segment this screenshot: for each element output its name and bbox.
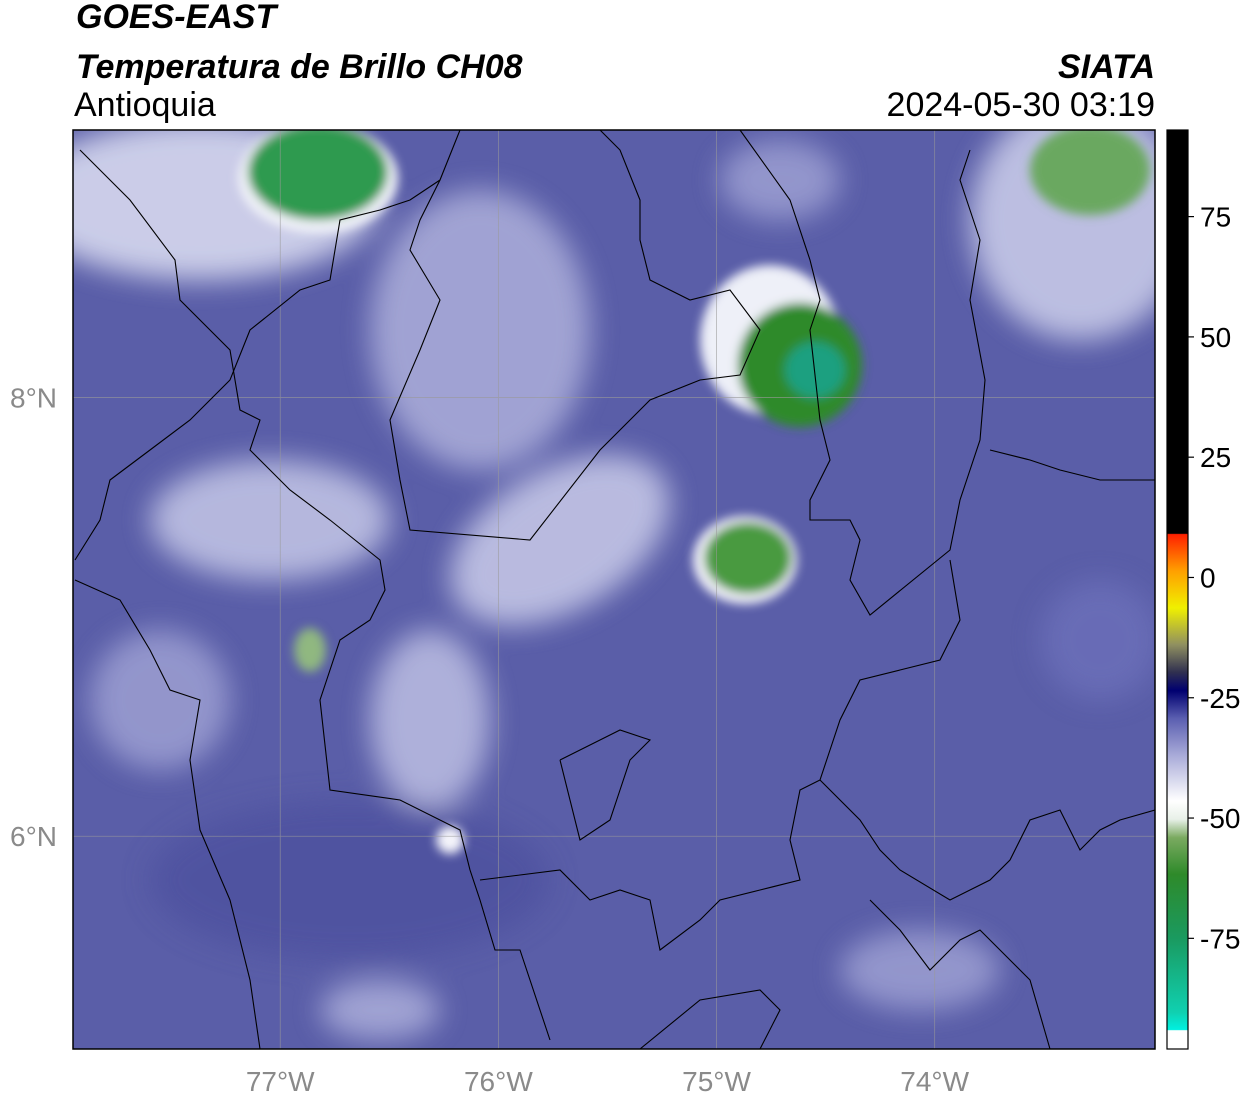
colorbar-tick-label: -75	[1200, 923, 1240, 954]
colorbar-tick-label: 25	[1200, 442, 1231, 473]
colorbar-tick-label: 75	[1200, 202, 1231, 233]
colorbar	[1166, 129, 1189, 1050]
colorbar-tick-label: 0	[1200, 562, 1216, 593]
lon-tick-label: 77°W	[246, 1066, 315, 1097]
colorbar-tick-label: -50	[1200, 803, 1240, 834]
lat-tick-label: 8°N	[10, 383, 57, 414]
axes: 77°W 76°W 75°W 74°W 8°N 6°N	[10, 383, 970, 1097]
map-image	[73, 130, 1155, 1049]
lon-tick-label: 74°W	[900, 1066, 969, 1097]
borders	[74, 130, 1155, 1049]
datetime-title: 2024-05-30 03:19	[887, 86, 1155, 124]
colorbar-tick-label: -25	[1200, 683, 1240, 714]
graticule	[73, 130, 1155, 1049]
map-frame	[72, 129, 1156, 1050]
satellite-title: GOES-EAST	[76, 0, 279, 36]
colorbar-tick-label: 50	[1200, 322, 1231, 353]
lat-tick-label: 6°N	[10, 821, 57, 852]
lon-tick-label: 76°W	[464, 1066, 533, 1097]
colorbar-ticks: 75 50 25 0 -25 -50 -75	[1188, 202, 1240, 954]
lon-tick-label: 75°W	[682, 1066, 751, 1097]
source-title: SIATA	[1058, 48, 1155, 86]
product-title: Temperatura de Brillo CH08	[76, 48, 523, 86]
region-title: Antioquia	[74, 86, 216, 124]
